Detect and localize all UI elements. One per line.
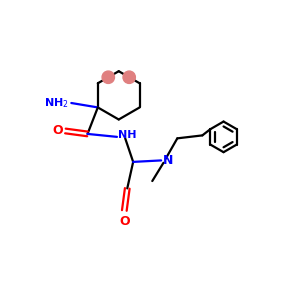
Circle shape [102, 71, 115, 83]
Text: O: O [119, 215, 130, 228]
Circle shape [123, 71, 135, 83]
Text: N: N [163, 154, 173, 167]
Text: O: O [52, 124, 63, 137]
Text: NH$_2$: NH$_2$ [44, 96, 69, 110]
Text: NH: NH [118, 130, 137, 140]
